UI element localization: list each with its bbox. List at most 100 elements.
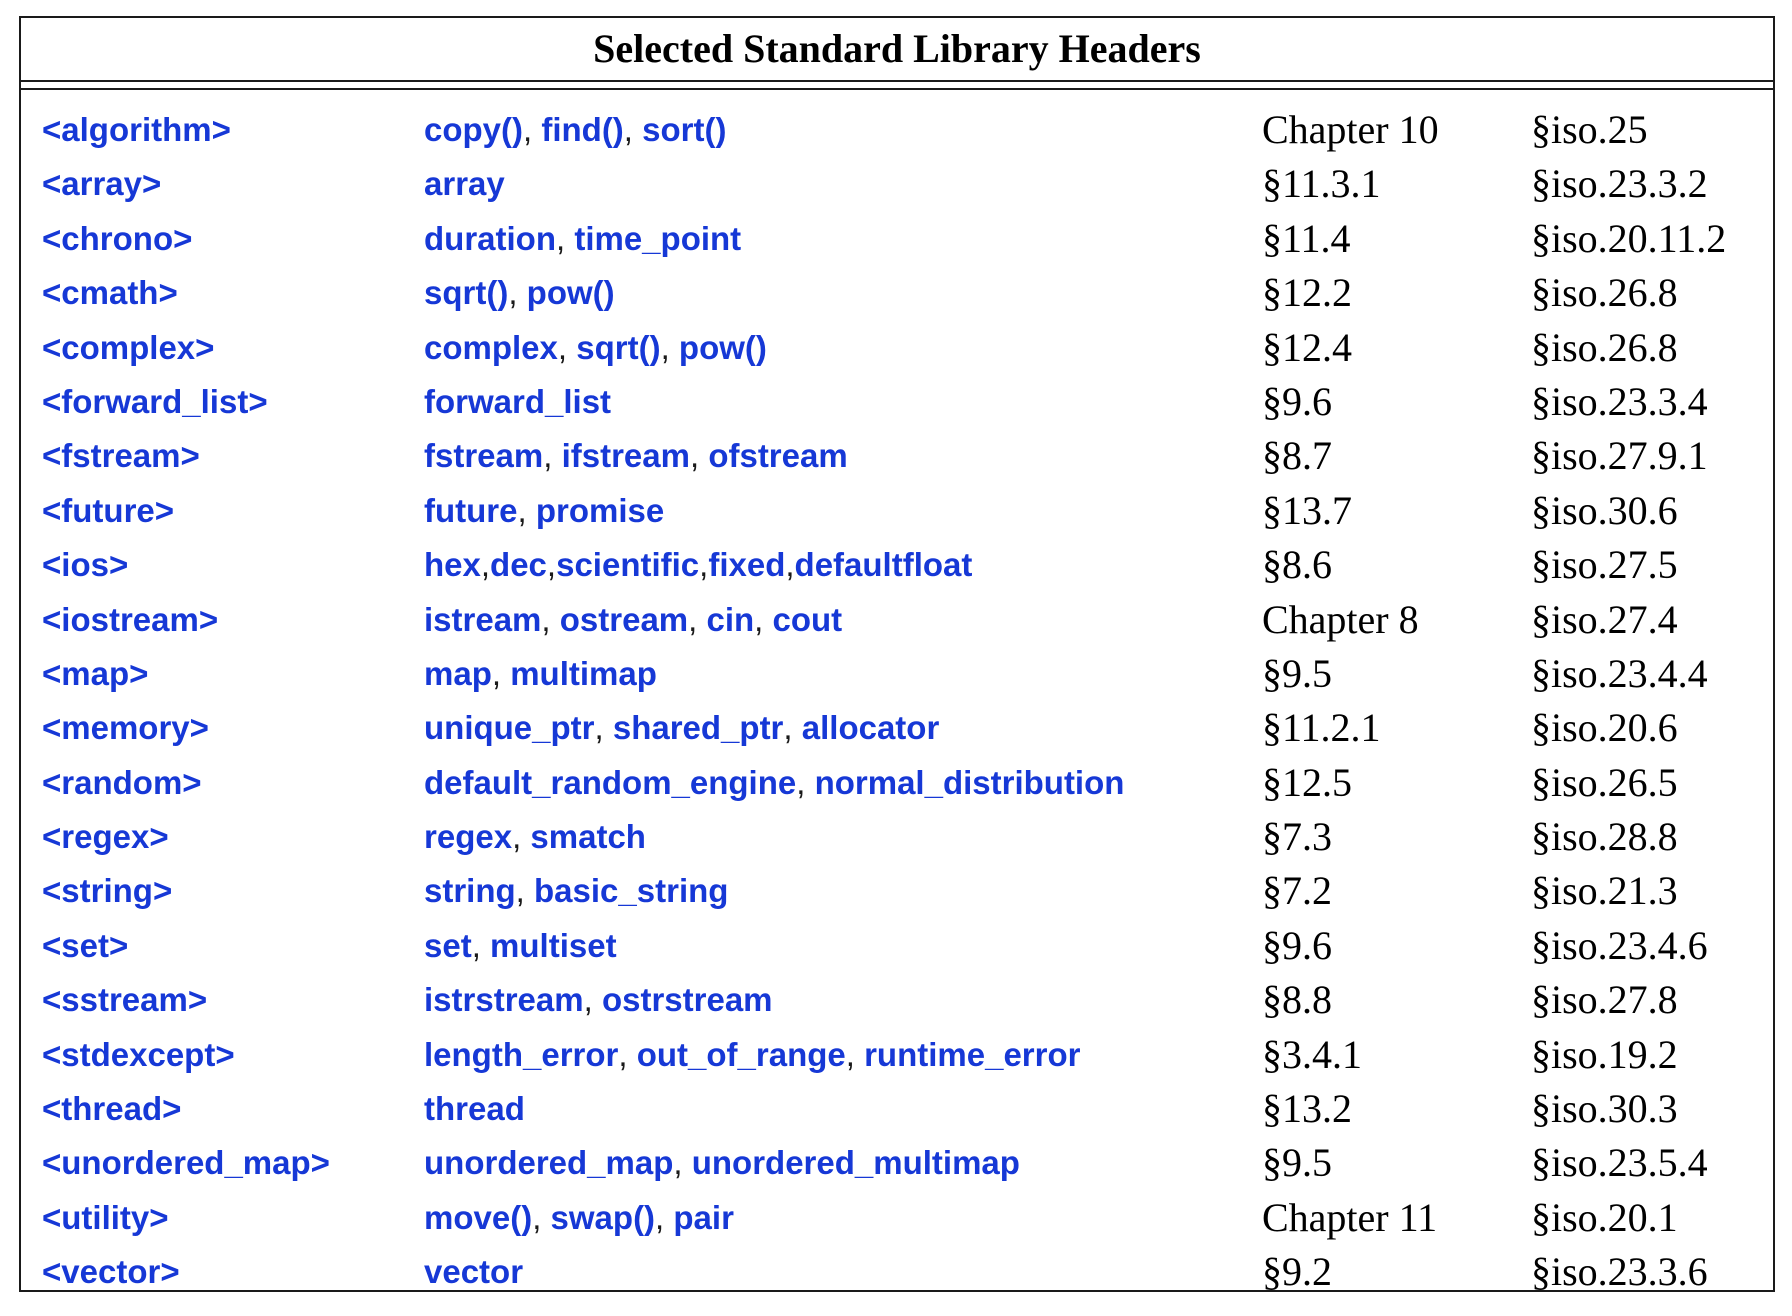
iso-reference: §iso.27.9.1 — [1531, 433, 1708, 479]
facility-name: set — [424, 926, 472, 964]
table-row: <vector> vector §9.2 §iso.23.3.6 — [21, 1252, 1773, 1306]
facility-name: sqrt() — [424, 274, 509, 312]
tour-reference: Chapter 11 — [1262, 1194, 1438, 1240]
facilities-cell: istream, ostream, cin, cout — [424, 600, 842, 654]
table-row: <chrono> duration, time_point §11.4 §iso.20… — [21, 215, 1773, 273]
table-row: <complex> complex, sqrt(), pow() §12.4 §iso… — [21, 324, 1773, 382]
facility-name: out_of_range — [636, 1035, 846, 1073]
facility-name: pow() — [526, 274, 615, 312]
facilities-cell: unordered_map, unordered_multimap — [424, 1143, 1020, 1197]
facility-name: map — [424, 654, 492, 692]
facility-name: vector — [424, 1253, 524, 1291]
table-row: <string> string, basic_string §7.2 §iso.21.… — [21, 871, 1773, 925]
iso-reference: §iso.26.8 — [1531, 324, 1678, 370]
table-row: <unordered_map> unordered_map, unordered_… — [21, 1143, 1773, 1197]
table-row: <memory> unique_ptr, shared_ptr, allocato… — [21, 708, 1773, 762]
facility-separator: , — [541, 600, 560, 638]
table-row: <thread> thread §13.2 §iso.30.3 — [21, 1086, 1773, 1143]
facility-separator: , — [618, 1035, 637, 1073]
tour-reference: §13.2 — [1262, 1086, 1352, 1132]
tour-reference: §8.7 — [1262, 433, 1332, 479]
tour-reference: §9.6 — [1262, 922, 1332, 968]
facility-separator: , — [543, 437, 562, 475]
header-name: <complex> — [42, 328, 215, 366]
facility-separator: , — [583, 981, 602, 1019]
table-row: <future> future, promise §13.7 §iso.30.6 — [21, 490, 1773, 545]
tour-reference: §11.4 — [1262, 215, 1351, 261]
facility-name: scientific — [556, 546, 700, 584]
facility-name: pow() — [678, 328, 767, 366]
tour-reference: §9.2 — [1262, 1249, 1332, 1295]
facility-name: complex — [424, 328, 558, 366]
iso-reference: §iso.27.5 — [1531, 542, 1678, 588]
facilities-cell: thread — [424, 1089, 525, 1143]
title-rule-bottom — [21, 88, 1773, 90]
facility-name: ifstream — [561, 437, 690, 475]
facility-name: array — [424, 165, 505, 203]
facilities-cell: complex, sqrt(), pow() — [424, 328, 767, 382]
iso-reference: §iso.27.4 — [1531, 596, 1678, 642]
table-row: <cmath> sqrt(), pow() §12.2 §iso.26.8 — [21, 273, 1773, 327]
header-name: <random> — [42, 763, 202, 801]
facility-name: basic_string — [534, 872, 729, 910]
table-body: <algorithm> copy(), find(), sort() Chapter… — [21, 107, 1773, 1307]
facility-name: promise — [535, 491, 665, 529]
header-name: <regex> — [42, 818, 169, 856]
facilities-cell: istrstream, ostrstream — [424, 980, 773, 1034]
facilities-cell: regex, smatch — [424, 817, 646, 871]
facility-separator: , — [655, 1198, 674, 1236]
tour-reference: §9.5 — [1262, 1140, 1332, 1186]
facilities-cell: fstream, ifstream, ofstream — [424, 436, 848, 490]
iso-reference: §iso.23.4.4 — [1531, 650, 1708, 696]
facility-separator: , — [688, 600, 707, 638]
iso-reference: §iso.26.8 — [1531, 270, 1678, 316]
header-name: <sstream> — [42, 981, 208, 1019]
header-name: <fstream> — [42, 437, 200, 475]
facilities-cell: set, multiset — [424, 926, 617, 980]
facility-name: multimap — [510, 654, 657, 692]
iso-reference: §iso.23.5.4 — [1531, 1140, 1708, 1186]
facility-separator: , — [480, 546, 491, 584]
facilities-cell: string, basic_string — [424, 871, 728, 925]
facility-name: multiset — [490, 926, 617, 964]
facility-name: time_point — [574, 219, 742, 257]
facility-separator: , — [517, 491, 536, 529]
header-name: <stdexcept> — [42, 1035, 235, 1073]
iso-reference: §iso.23.3.2 — [1531, 161, 1708, 207]
facility-name: unique_ptr — [424, 709, 595, 747]
facility-name: fixed — [708, 546, 786, 584]
header-name: <unordered_map> — [42, 1144, 330, 1182]
header-name: <cmath> — [42, 274, 178, 312]
facility-separator: , — [785, 546, 795, 584]
table-row: <fstream> fstream, ifstream, ofstream §8.7… — [21, 436, 1773, 490]
table-row: <sstream> istrstream, ostrstream §8.8 §iso.… — [21, 980, 1773, 1034]
header-name: <vector> — [42, 1253, 180, 1291]
header-name: <array> — [42, 165, 162, 203]
facility-name: sort() — [642, 111, 727, 148]
facilities-cell: sqrt(), pow() — [424, 273, 615, 327]
tour-reference: §8.6 — [1262, 542, 1332, 588]
tour-reference: §12.4 — [1262, 324, 1352, 370]
iso-reference: §iso.23.3.6 — [1531, 1249, 1708, 1295]
facility-name: find() — [541, 111, 624, 148]
facility-name: ofstream — [708, 437, 848, 475]
header-name: <algorithm> — [42, 111, 231, 148]
facility-name: cout — [772, 600, 843, 638]
table-row: <algorithm> copy(), find(), sort() Chapter… — [21, 107, 1773, 164]
facility-separator: , — [546, 546, 557, 584]
facility-separator: , — [623, 111, 643, 148]
tour-reference: §12.2 — [1262, 270, 1352, 316]
tour-reference: Chapter 10 — [1262, 107, 1439, 152]
iso-reference: §iso.28.8 — [1531, 814, 1678, 860]
table-row: <regex> regex, smatch §7.3 §iso.28.8 — [21, 814, 1773, 871]
facility-name: pair — [673, 1198, 734, 1236]
facility-name: regex — [424, 818, 513, 856]
facility-separator: , — [512, 818, 531, 856]
table-row: <random> default_random_engine, normal_di… — [21, 762, 1773, 817]
facility-separator: , — [508, 274, 527, 312]
header-name: <memory> — [42, 709, 209, 747]
header-name: <set> — [42, 926, 129, 964]
facility-separator: , — [471, 926, 491, 964]
header-name: <forward_list> — [42, 382, 268, 420]
facilities-cell: copy(), find(), sort() — [424, 110, 726, 164]
